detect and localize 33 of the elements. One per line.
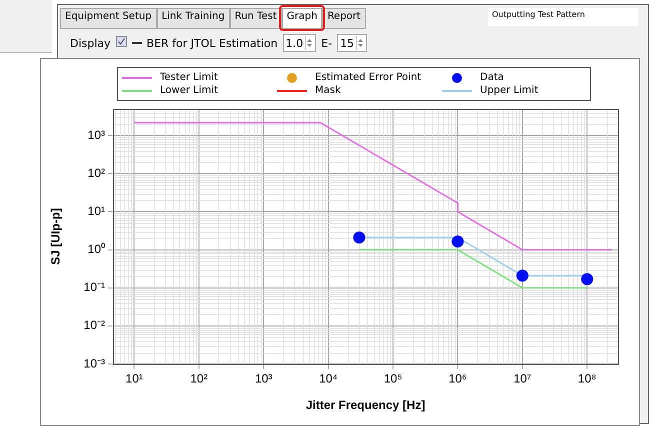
text: Outputting Test Pattern xyxy=(488,8,638,26)
text: Link Training xyxy=(156,8,230,29)
legend-label: Lower Limit xyxy=(160,85,218,96)
text: Equipment Setup xyxy=(60,8,157,29)
legend-label: Upper Limit xyxy=(480,85,538,96)
y-tick-label: 10² xyxy=(88,166,106,180)
legend-label: Data xyxy=(480,72,504,83)
x-tick-label: 10⁷ xyxy=(514,372,532,386)
y-tick-label: 10⁻² xyxy=(84,318,106,332)
x-tick-label: 10³ xyxy=(254,372,272,386)
x-tick-label: 10¹ xyxy=(126,372,143,386)
text: 15 xyxy=(340,36,354,50)
x-tick-label: 10⁶ xyxy=(448,372,467,386)
x-axis-title: Jitter Frequency [Hz] xyxy=(306,398,426,412)
y-tick-label: 10⁻³ xyxy=(84,356,106,370)
text: BER for JTOL Estimation xyxy=(146,36,278,50)
text: Report xyxy=(322,8,366,29)
x-tick-label: 10⁵ xyxy=(384,372,402,386)
legend-label: Tester Limit xyxy=(160,72,218,83)
y-tick-label: 10¹ xyxy=(88,204,106,218)
text: E- xyxy=(321,36,332,50)
y-axis-title: SJ [UIp-p] xyxy=(48,208,63,265)
x-tick-label: 10² xyxy=(190,372,208,386)
y-tick-label: 10⁻¹ xyxy=(84,280,106,294)
text: Run Test xyxy=(230,8,282,29)
legend-label: Mask xyxy=(315,85,341,96)
x-tick-label: 10⁸ xyxy=(578,372,596,386)
y-tick-label: 10⁰ xyxy=(88,242,105,256)
legend-label: Estimated Error Point xyxy=(315,72,422,83)
text: 1.0 xyxy=(286,36,304,50)
text: Display xyxy=(70,36,111,50)
y-tick-label: 10³ xyxy=(88,128,106,142)
x-tick-label: 10⁴ xyxy=(319,372,338,386)
